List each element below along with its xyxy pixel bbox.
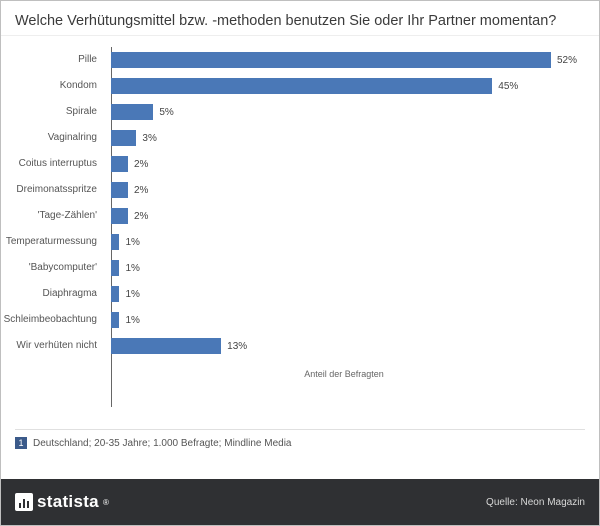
bar-value-label: 2% <box>134 211 148 222</box>
bar-row: 45% <box>111 73 577 99</box>
bar-row: 1% <box>111 281 577 307</box>
chart-area: 52% 45% 5% 3% 2% 2% 2% 1% 1% 1% 1% 13% Anteil der B… <box>111 47 577 407</box>
bar <box>111 182 128 198</box>
bar <box>111 338 221 354</box>
bar <box>111 104 153 120</box>
category-label: Kondom <box>1 80 103 91</box>
bar-value-label: 1% <box>125 315 139 326</box>
category-label: Pille <box>1 54 103 65</box>
bar-value-label: 5% <box>159 107 173 118</box>
bar-value-label: 1% <box>125 263 139 274</box>
category-label: Diaphragma <box>1 288 103 299</box>
bar-row: 5% <box>111 99 577 125</box>
bar <box>111 208 128 224</box>
footer-bar: statista ® Quelle: Neon Magazin <box>1 479 599 525</box>
category-label: 'Babycomputer' <box>1 262 103 273</box>
bar <box>111 52 551 68</box>
chart-title: Welche Verhütungsmittel bzw. -methoden b… <box>1 1 599 36</box>
category-label: Temperaturmessung <box>1 236 103 247</box>
bar-row: 52% <box>111 47 577 73</box>
bar-value-label: 3% <box>142 133 156 144</box>
category-label: 'Tage-Zählen' <box>1 210 103 221</box>
bar-value-label: 1% <box>125 289 139 300</box>
source-label: Quelle: Neon Magazin <box>486 497 585 508</box>
bar-value-label: 2% <box>134 159 148 170</box>
bar <box>111 312 119 328</box>
legend-text: Deutschland; 20-35 Jahre; 1.000 Befragte… <box>33 438 292 449</box>
bar-row: 2% <box>111 203 577 229</box>
statista-logo: statista ® <box>15 492 109 512</box>
bar <box>111 78 492 94</box>
category-label: Schleimbeobachtung <box>1 314 103 325</box>
legend-marker: 1 <box>15 437 27 449</box>
bar-value-label: 2% <box>134 185 148 196</box>
statista-logo-icon <box>15 493 33 511</box>
bar-row: 1% <box>111 255 577 281</box>
bar-row: 1% <box>111 307 577 333</box>
bar-value-label: 1% <box>125 237 139 248</box>
bar-row: 1% <box>111 229 577 255</box>
x-axis-label: Anteil der Befragten <box>111 369 577 379</box>
logo-text: statista <box>37 492 99 512</box>
bar-value-label: 13% <box>227 341 247 352</box>
category-label: Coitus interruptus <box>1 158 103 169</box>
bar <box>111 260 119 276</box>
category-label: Wir verhüten nicht <box>1 340 103 351</box>
bar-value-label: 45% <box>498 81 518 92</box>
bar <box>111 286 119 302</box>
bar-row: 3% <box>111 125 577 151</box>
bar-row: 2% <box>111 151 577 177</box>
chart-card: Welche Verhütungsmittel bzw. -methoden b… <box>0 0 600 526</box>
bar <box>111 234 119 250</box>
bar-value-label: 52% <box>557 55 577 66</box>
bar <box>111 130 136 146</box>
bar-row: 2% <box>111 177 577 203</box>
separator <box>15 429 585 430</box>
bar-row: 13% <box>111 333 577 359</box>
logo-registered: ® <box>103 498 109 507</box>
bar <box>111 156 128 172</box>
category-label: Vaginalring <box>1 132 103 143</box>
category-label: Dreimonatsspritze <box>1 184 103 195</box>
category-label: Spirale <box>1 106 103 117</box>
legend-row: 1 Deutschland; 20-35 Jahre; 1.000 Befrag… <box>15 437 585 449</box>
